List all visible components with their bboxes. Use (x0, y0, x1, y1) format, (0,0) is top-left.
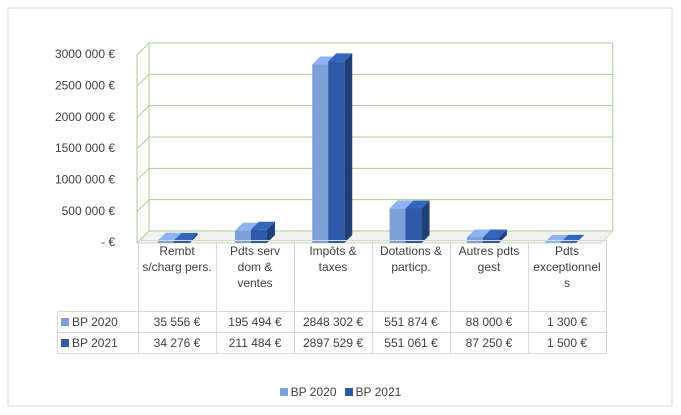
data-table: Rembt s/charg pers. Pdts serv dom & vente… (57, 240, 607, 354)
data-label: 35 556 € (137, 311, 217, 333)
grid-line (136, 230, 613, 244)
x-tick-label: Pdts serv dom & ventes (215, 240, 295, 312)
data-label: 551 061 € (371, 332, 451, 354)
bar-top (482, 229, 507, 238)
data-label: 34 276 € (137, 332, 217, 354)
bar-group (405, 200, 430, 243)
chart-border (7, 7, 673, 407)
grid-line (136, 167, 613, 181)
table-series-cell: BP 2020 (57, 311, 139, 333)
table-row: BP 2021 34 276 €211 484 €2897 529 €551 06… (57, 332, 607, 354)
bar-side (498, 229, 507, 243)
x-tick-label: Rembt s/charg pers. (137, 240, 217, 312)
data-label: 88 000 € (449, 311, 529, 333)
table-series-name: BP 2021 (72, 336, 118, 350)
bar-side (266, 221, 275, 243)
grid-line (136, 42, 613, 56)
data-label: 2848 302 € (293, 311, 373, 333)
x-tick-label: Dotations & particp. (371, 240, 451, 312)
y-tick-label: 1000 000 € (55, 173, 115, 187)
x-tick-label: Autres pdts gest (449, 240, 529, 312)
table-header-row: Rembt s/charg pers. Pdts serv dom & vente… (58, 240, 607, 312)
legend-label: BP 2020 (290, 385, 337, 399)
data-label: 551 874 € (371, 311, 451, 333)
y-tick-label: 2000 000 € (55, 110, 115, 124)
data-label: 195 494 € (215, 311, 295, 333)
data-label: 1 500 € (527, 332, 607, 354)
grid-line (136, 199, 613, 213)
y-tick-label: - € (101, 235, 115, 249)
grid-line (136, 136, 613, 150)
table-row: BP 2020 35 556 €195 494 €2848 302 €551 87… (57, 311, 607, 333)
data-label: 1 300 € (527, 311, 607, 333)
bar (234, 230, 251, 243)
bar-top (328, 53, 353, 62)
x-tick-label: Impôts & taxes (293, 240, 373, 312)
bar (389, 208, 406, 243)
bar (312, 64, 329, 243)
bar-group (250, 221, 275, 243)
legend-swatch (61, 339, 69, 347)
legend-swatch (344, 388, 353, 396)
data-label: 211 484 € (215, 332, 295, 354)
bar-top (157, 232, 182, 241)
bar-top (250, 221, 275, 230)
data-label: 2897 529 € (293, 332, 373, 354)
bar (328, 61, 345, 244)
x-tick-label: Pdts exceptionnels (527, 240, 607, 312)
table-corner (58, 241, 139, 312)
legend-swatch (61, 318, 69, 326)
legend-item: BP 2021 (344, 385, 402, 399)
bar-group (328, 53, 353, 244)
bar-top (389, 200, 414, 209)
table-series-cell: BP 2021 (57, 332, 139, 354)
bar-side (344, 53, 353, 244)
bar-top (466, 229, 491, 238)
bar (250, 229, 267, 243)
legend-label: BP 2021 (355, 385, 402, 399)
data-label: 87 250 € (449, 332, 529, 354)
table-series-name: BP 2020 (72, 315, 118, 329)
bar-top (405, 200, 430, 209)
y-tick-label: 500 000 € (62, 204, 116, 218)
bar (405, 208, 422, 243)
bar-top (173, 232, 198, 241)
y-tick-label: 2500 000 € (55, 79, 115, 93)
legend-swatch (279, 388, 288, 396)
legend-item: BP 2020 (279, 385, 337, 399)
y-tick-label: 3000 000 € (55, 47, 115, 61)
legend: BP 2020 BP 2021 (0, 385, 681, 399)
bar-side (421, 200, 430, 243)
bar-top (234, 222, 259, 231)
y-tick-label: 1500 000 € (55, 141, 115, 155)
grid-line (136, 73, 613, 87)
grid-line (136, 105, 613, 119)
